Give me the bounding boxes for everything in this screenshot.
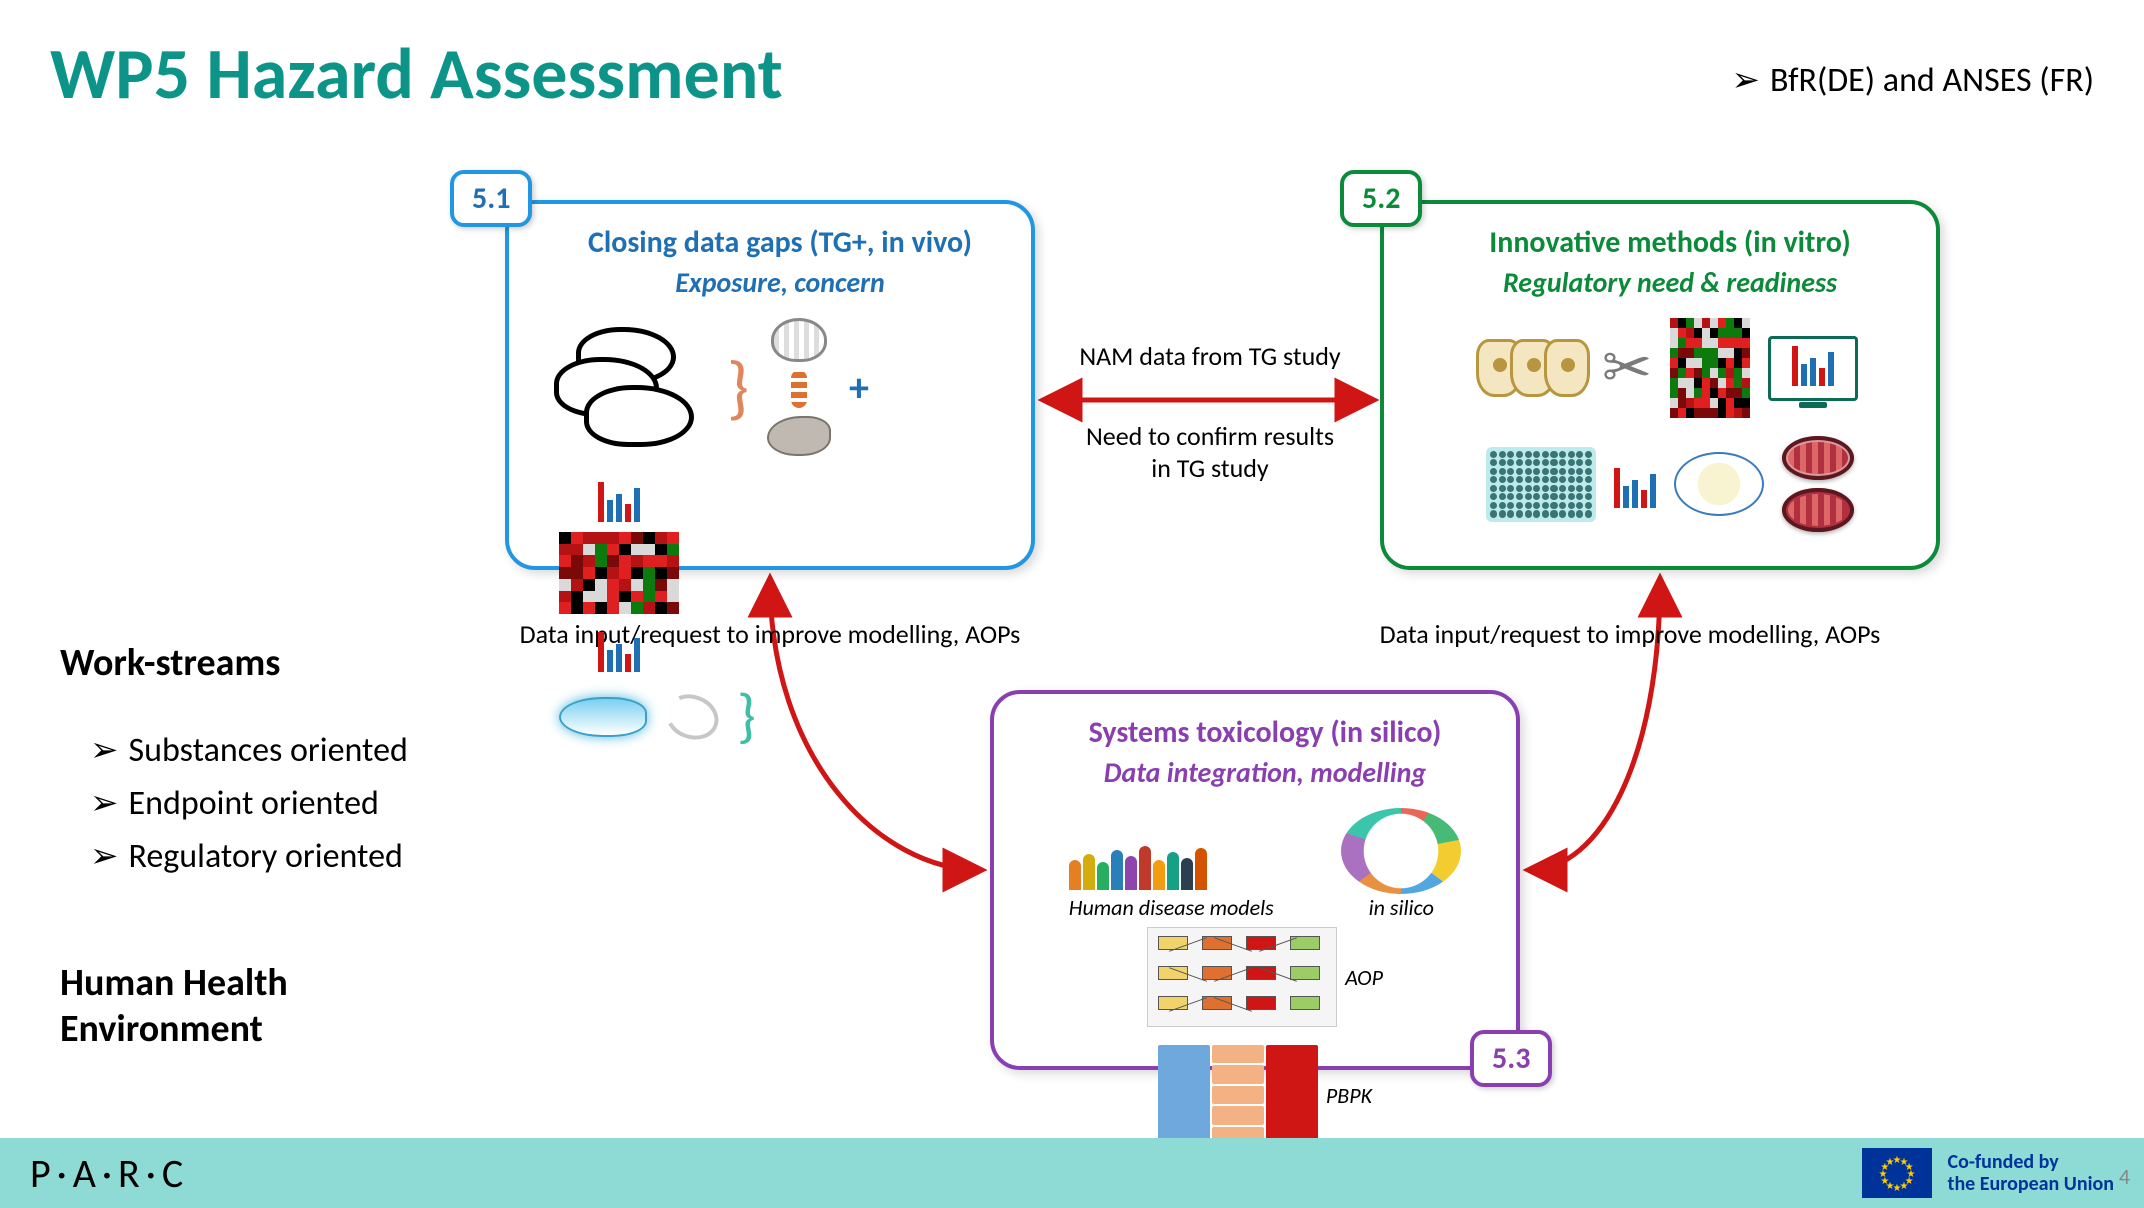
eu-text-2: the European Union: [1948, 1173, 2114, 1195]
label-pbpk: PBPK: [1326, 1082, 1372, 1109]
zebrafish-icon: [559, 697, 647, 737]
footer-bar: P·A·R·C ★★★★★★★★★★★★ Co-funded by the Eu…: [0, 1138, 2144, 1208]
network-cloud-icon: [1341, 808, 1461, 894]
bar-chart-icon: [598, 474, 640, 522]
box-5-1-title: Closing data gaps (TG+, in vivo): [559, 224, 1001, 261]
box-5-3-subtitle: Data integration, modelling: [1044, 755, 1486, 790]
label-aop: AOP: [1345, 964, 1383, 991]
heatmap-icon: [1670, 318, 1750, 418]
box-5-2-title: Innovative methods (in vitro): [1434, 224, 1906, 261]
brand-logo: P·A·R·C: [30, 1149, 189, 1198]
workstreams-heading: Work-streams: [60, 640, 280, 686]
plus-icon: +: [849, 363, 869, 412]
badge-5-1: 5.1: [450, 170, 532, 227]
worm-icon: [659, 687, 725, 747]
bar-chart-icon: [1614, 460, 1656, 508]
scissors-icon: ✂: [1602, 332, 1652, 405]
partners-label: BfR(DE) and ANSES (FR): [1731, 60, 2094, 101]
arrow-label-right-data: Data input/request to improve modelling,…: [1360, 618, 1900, 650]
eu-text-1: Co-funded by: [1948, 1151, 2114, 1173]
label-in-silico: in silico: [1341, 894, 1461, 921]
liver-icon: [767, 416, 831, 456]
brace-icon: }: [737, 680, 756, 753]
aop-diagram-icon: [1147, 927, 1337, 1027]
badge-5-3: 5.3: [1470, 1030, 1552, 1087]
mitochondria-icon: [1782, 488, 1854, 532]
box-5-1: Closing data gaps (TG+, in vivo) Exposur…: [505, 200, 1035, 570]
eu-flag-icon: ★★★★★★★★★★★★: [1862, 1148, 1932, 1198]
box-5-1-subtitle: Exposure, concern: [559, 265, 1001, 300]
focus-environment: Environment: [60, 1006, 288, 1052]
focus-areas: Human Health Environment: [60, 960, 288, 1052]
spine-icon: [791, 370, 807, 408]
page-title: WP5 Hazard Assessment: [50, 30, 783, 118]
brain-icon: [771, 318, 827, 362]
box-5-3-title: Systems toxicology (in silico): [1044, 714, 1486, 751]
wellplate-icon: [1486, 447, 1596, 522]
box-5-2: Innovative methods (in vitro) Regulatory…: [1380, 200, 1940, 570]
eu-funding: ★★★★★★★★★★★★ Co-funded by the European U…: [1862, 1148, 2114, 1198]
cells-icon: [1482, 339, 1584, 397]
mice-icon: [559, 332, 709, 442]
pbpk-diagram-icon: [1158, 1045, 1318, 1145]
heatmap-icon: [559, 532, 679, 614]
box-5-3: Systems toxicology (in silico) Data inte…: [990, 690, 1520, 1070]
badge-5-2: 5.2: [1340, 170, 1422, 227]
brace-icon: }: [727, 344, 749, 430]
box-5-2-subtitle: Regulatory need & readiness: [1434, 265, 1906, 300]
bullet-endpoint: Endpoint oriented: [90, 783, 408, 824]
page-number: 4: [2119, 1163, 2130, 1190]
bullet-substances: Substances oriented: [90, 730, 408, 771]
label-human-disease: Human disease models: [1069, 894, 1274, 921]
mitochondria-icon: [1782, 436, 1854, 480]
focus-human-health: Human Health: [60, 960, 288, 1006]
arrow-label-nam: NAM data from TG study: [1050, 340, 1370, 372]
bar-chart-icon: [598, 624, 640, 672]
bullet-regulatory: Regulatory oriented: [90, 836, 408, 877]
assay-device-icon: [1674, 452, 1764, 516]
monitor-icon: [1768, 336, 1858, 401]
arrow-label-confirm: Need to confirm results in TG study: [1050, 420, 1370, 484]
workstreams-list: Substances oriented Endpoint oriented Re…: [90, 730, 408, 889]
people-icon: [1069, 846, 1274, 890]
